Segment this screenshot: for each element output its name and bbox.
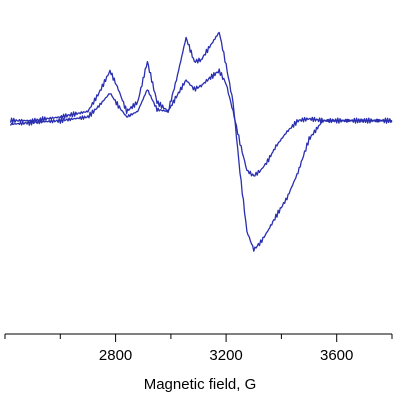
x-tick-label: 2800 (99, 347, 132, 364)
x-axis-ticks (4, 334, 393, 342)
x-tick-label: 3600 (320, 347, 353, 364)
x-axis-tick-labels: 2800 3200 3600 (99, 347, 353, 364)
spectrum-line-1 (9, 31, 393, 252)
x-axis-title: Magnetic field, G (144, 376, 257, 393)
spectrum-line-2 (9, 68, 393, 177)
x-tick-label: 3200 (209, 347, 242, 364)
plot-lines (9, 31, 393, 252)
